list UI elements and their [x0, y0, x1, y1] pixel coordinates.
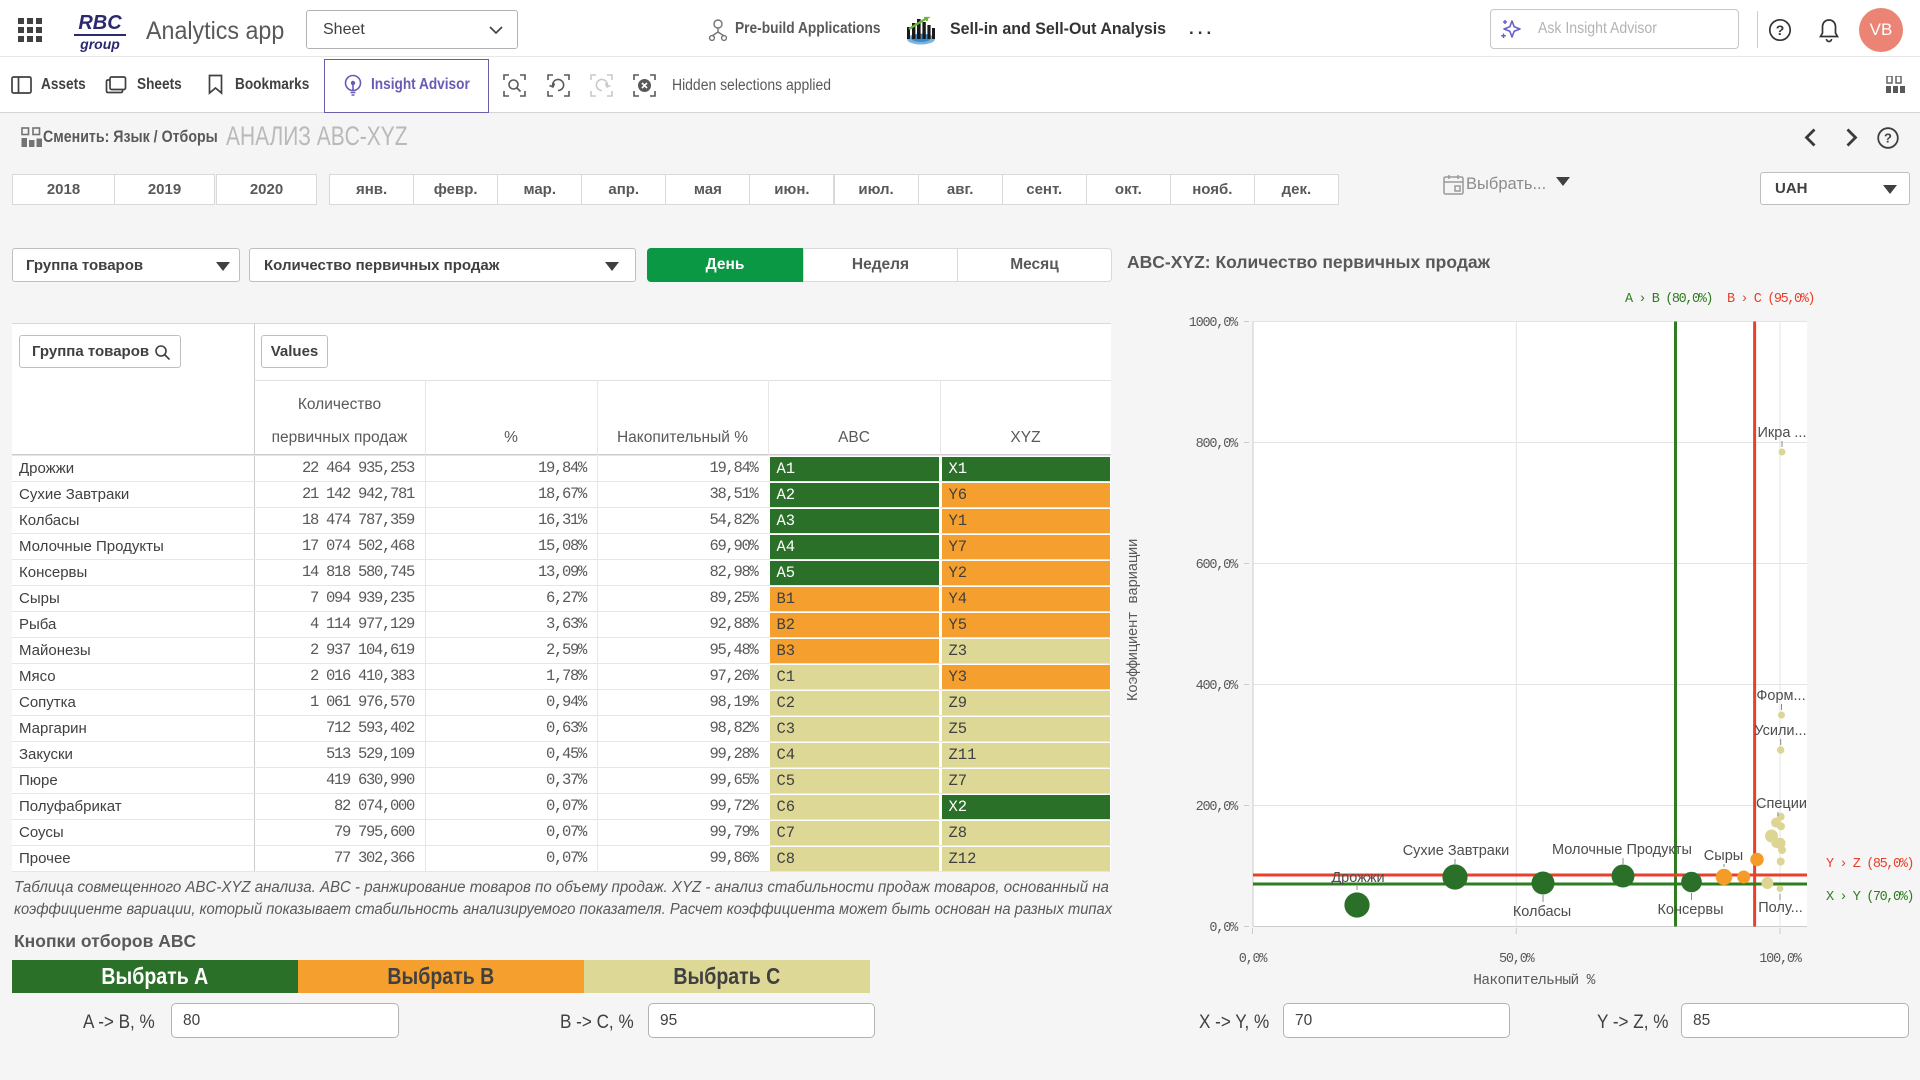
svg-text:Молочные Продукты: Молочные Продукты	[1552, 842, 1692, 858]
svg-text:Дрожжи: Дрожжи	[1331, 870, 1384, 886]
svg-text:0,0%: 0,0%	[1209, 921, 1239, 936]
svg-text:?: ?	[1776, 22, 1785, 38]
svg-text:0,0%: 0,0%	[1239, 952, 1269, 967]
svg-text:Накопительный %: Накопительный %	[1473, 972, 1595, 989]
svg-text:Усили...: Усили...	[1754, 723, 1806, 739]
svg-text:Коэффициент вариации: Коэффициент вариации	[1126, 539, 1142, 701]
svg-text:X › Y (70,0%): X › Y (70,0%)	[1826, 890, 1913, 905]
svg-text:Икра ...: Икра ...	[1757, 425, 1806, 441]
svg-text:Полу...: Полу...	[1758, 900, 1803, 916]
svg-text:Специи: Специи	[1756, 796, 1807, 812]
svg-text:200,0%: 200,0%	[1196, 800, 1240, 815]
svg-text:1000,0%: 1000,0%	[1189, 316, 1239, 331]
svg-text:Консервы: Консервы	[1657, 902, 1723, 918]
svg-text:Y › Z (85,0%): Y › Z (85,0%)	[1826, 857, 1913, 872]
svg-text:Сухие Завтраки: Сухие Завтраки	[1403, 843, 1510, 859]
svg-text:?: ?	[1884, 131, 1892, 146]
svg-text:600,0%: 600,0%	[1196, 558, 1240, 573]
svg-text:800,0%: 800,0%	[1196, 437, 1240, 452]
svg-text:Колбасы: Колбасы	[1513, 904, 1571, 920]
svg-text:50,0%: 50,0%	[1499, 952, 1536, 967]
svg-text:100,0%: 100,0%	[1759, 952, 1803, 967]
svg-text:B › C (95,0%): B › C (95,0%)	[1727, 292, 1814, 307]
svg-text:Форм...: Форм...	[1756, 688, 1805, 704]
svg-text:ABC-XYZ: Количество первичных: ABC-XYZ: Количество первичных продаж	[1127, 252, 1491, 272]
svg-text:400,0%: 400,0%	[1196, 679, 1240, 694]
svg-text:A › B (80,0%): A › B (80,0%)	[1625, 292, 1712, 307]
svg-text:Сыры: Сыры	[1704, 848, 1743, 864]
